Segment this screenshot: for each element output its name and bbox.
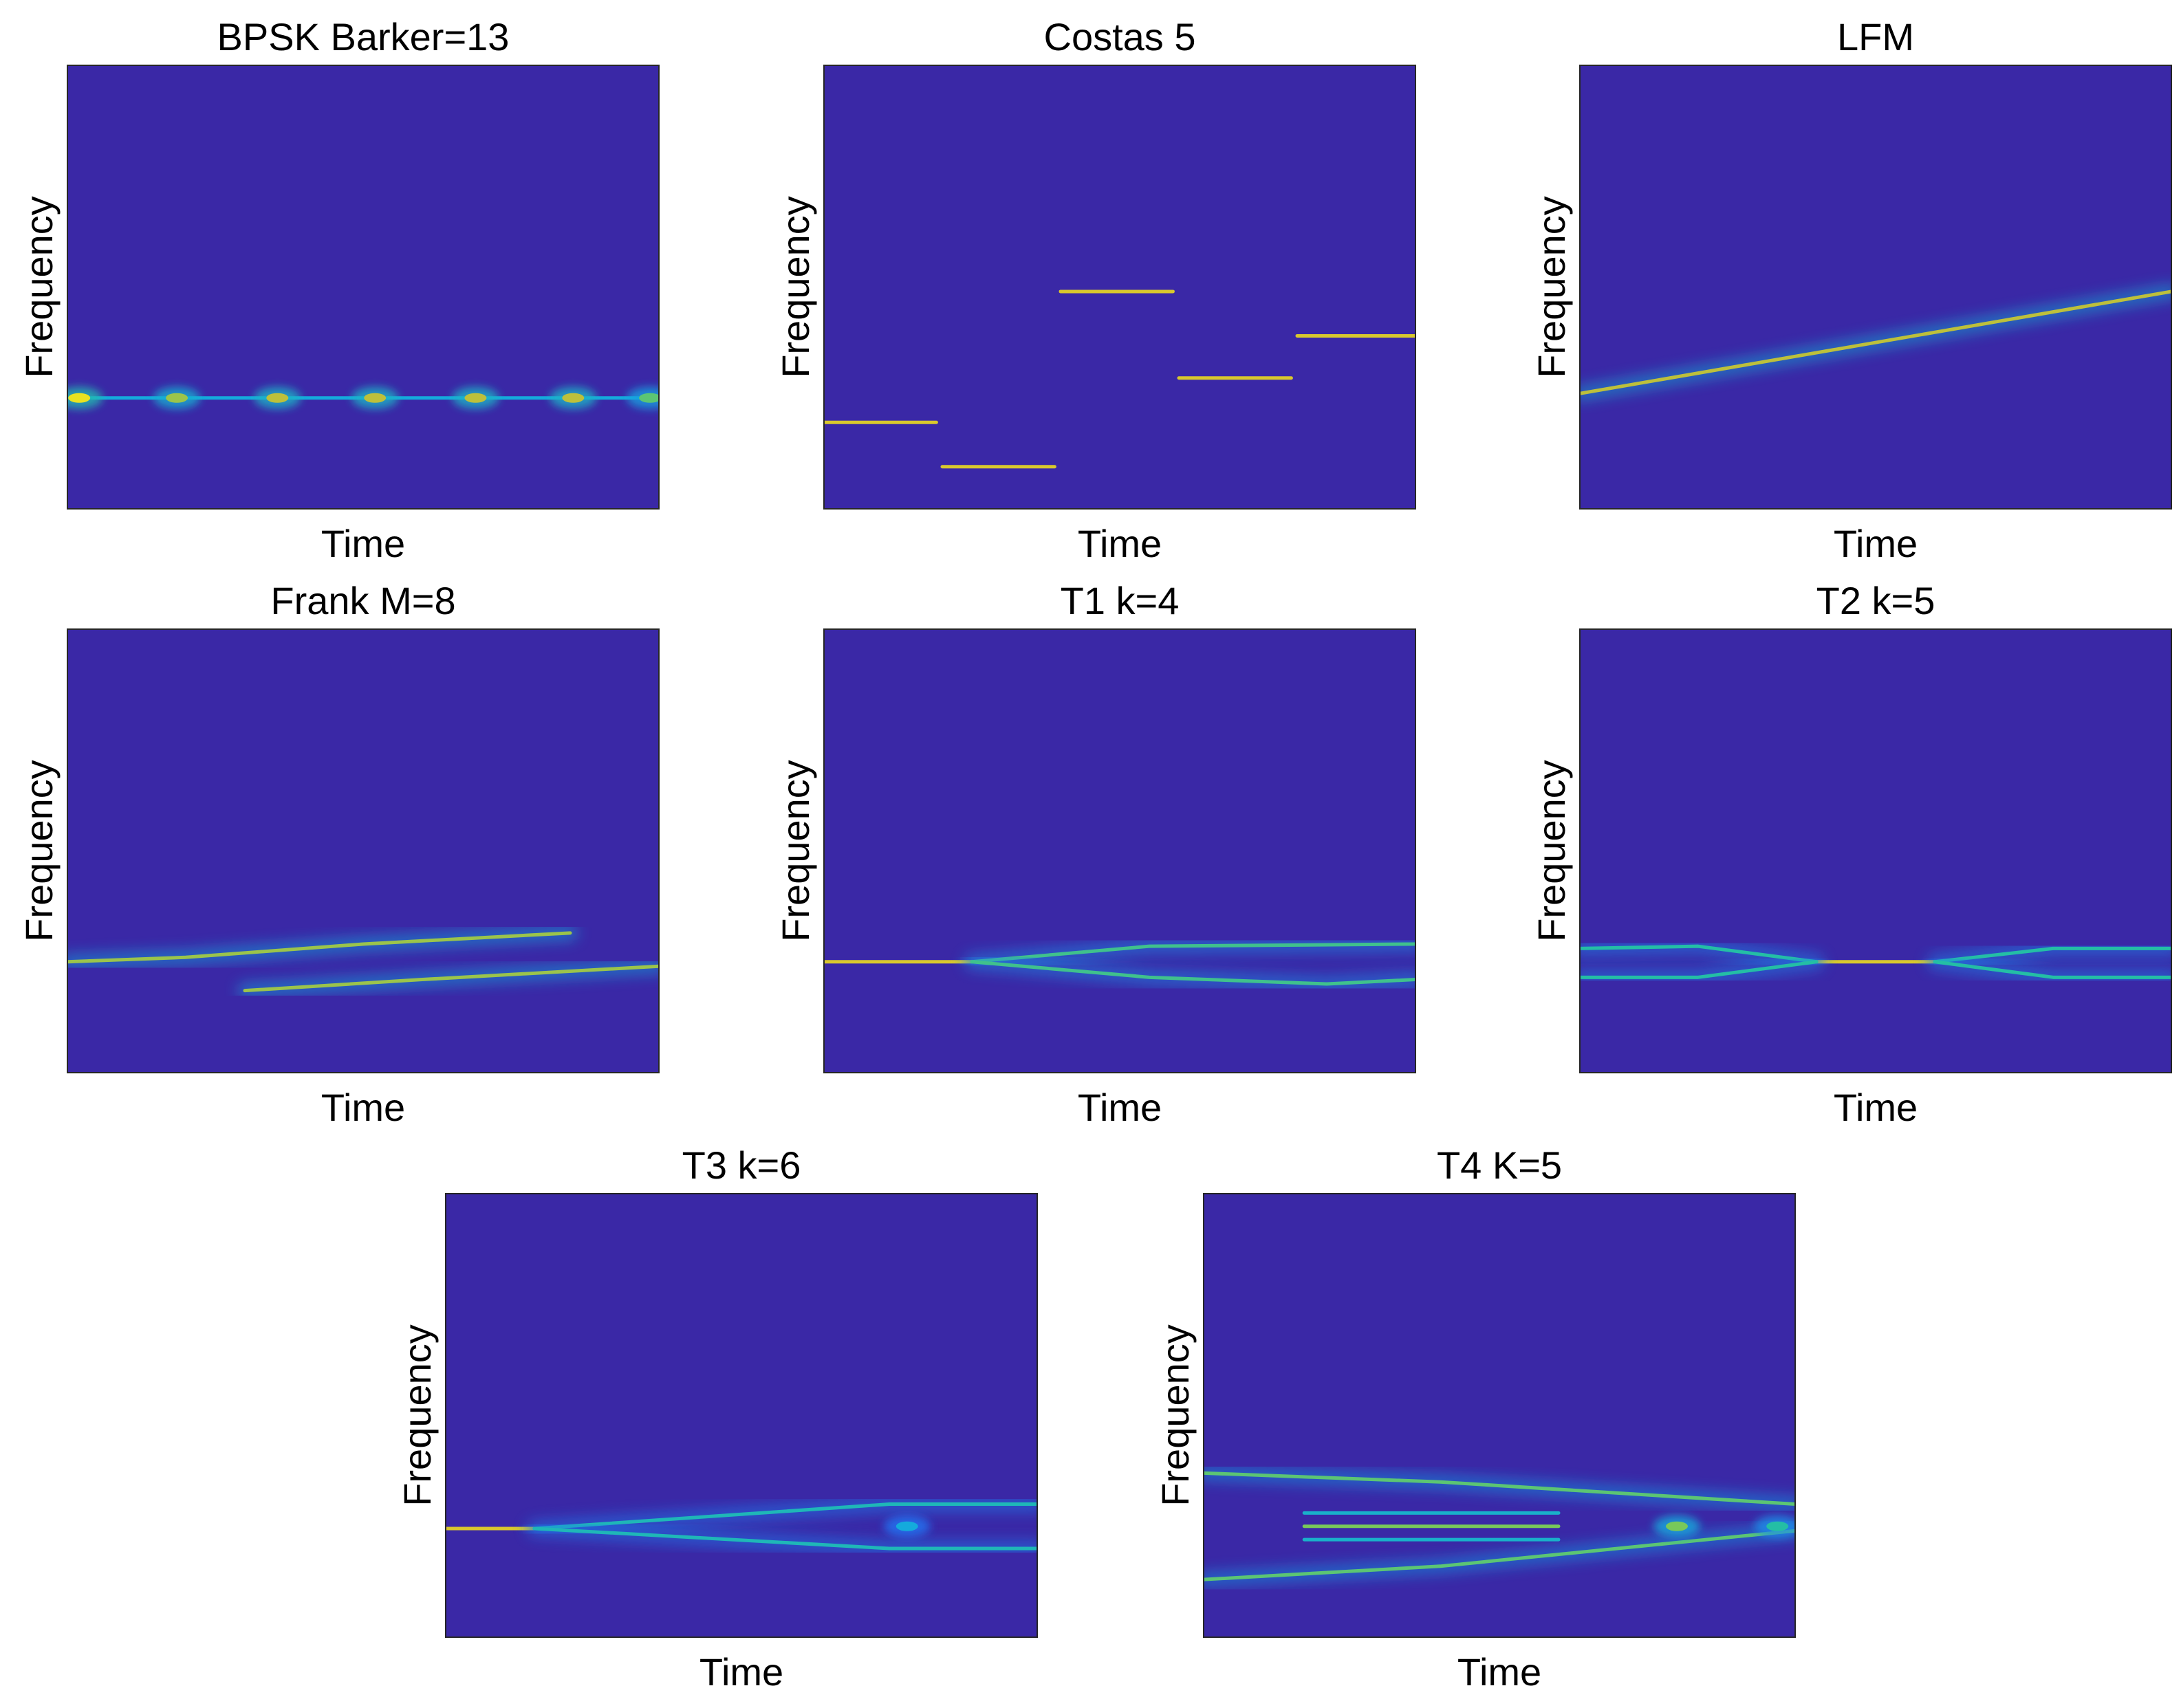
spectrogram-panel: Costas 5 Time Frequency [774,15,1416,565]
ridge-line [1580,944,1819,964]
spectrogram-panel: T2 k=5 Time Frequency [1530,579,2172,1129]
ridge-line [1204,1529,1795,1581]
panel-title: T1 k=4 [1061,579,1180,622]
plot-area [824,629,1415,1073]
spectrogram-panel: T4 K=5 Time Frequency [1153,1143,1796,1694]
x-axis-label: Time [1078,522,1162,565]
axes-frame [823,65,1416,510]
ridge-line [243,964,659,993]
ridge-line [532,1502,1037,1531]
ridge-line [970,960,1415,986]
hotspot [1666,1521,1688,1531]
plot-area [67,629,659,1073]
ridge-line [1933,960,2171,979]
spectrogram-panel: T3 k=6 Time Frequency [395,1143,1038,1694]
y-axis-label: Frequency [774,760,817,942]
hotspot [166,393,188,403]
plot-area [1580,629,2171,1073]
ridge-line [1204,1471,1795,1506]
plot-area [67,65,659,509]
x-axis-label: Time [321,522,405,565]
y-axis-label: Frequency [395,1324,439,1507]
hotspot [639,393,659,403]
ridge-line [1933,946,2171,964]
plot-area [1580,65,2171,509]
y-axis-label: Frequency [17,760,61,942]
axes-frame [67,65,660,510]
x-axis-label: Time [321,1086,405,1129]
y-axis-label: Frequency [1530,760,1573,942]
hotspot [896,1521,918,1531]
panel-title: T2 k=5 [1816,579,1935,622]
axes-frame [1579,65,2172,510]
hotspot [364,393,387,403]
panel-title: T4 K=5 [1437,1143,1562,1187]
axes-frame [445,1193,1038,1638]
spectrogram-panel: T1 k=4 Time Frequency [774,579,1416,1129]
hotspot [1766,1521,1789,1531]
y-axis-label: Frequency [774,196,817,378]
axes-frame [823,628,1416,1073]
panel-title: T3 k=6 [682,1143,801,1187]
hotspot [266,393,289,403]
axes-frame [1203,1193,1796,1638]
panel-title: Costas 5 [1044,15,1196,58]
hotspot [562,393,585,403]
ridge-line [532,1526,1037,1551]
spectrogram-panel: Frank M=8 Time Frequency [17,579,660,1129]
spectrogram-panel: LFM Time Frequency [1530,15,2172,565]
panel-title: BPSK Barker=13 [217,15,510,58]
x-axis-label: Time [1078,1086,1162,1129]
y-axis-label: Frequency [17,196,61,378]
axes-frame [1579,628,2172,1073]
ridge-line [1580,960,1819,979]
y-axis-label: Frequency [1530,196,1573,378]
x-axis-label: Time [699,1650,783,1694]
panel-title: LFM [1837,15,1914,58]
hotspot [464,393,487,403]
spectrogram-panel: BPSK Barker=13 Time Frequency [17,15,660,565]
ridge-line [67,931,572,964]
panel-title: Frank M=8 [270,579,455,622]
hotspot [68,393,91,403]
axes-frame [67,628,660,1073]
ridge-line [970,942,1415,964]
x-axis-label: Time [1834,522,1918,565]
y-axis-label: Frequency [1153,1324,1197,1507]
x-axis-label: Time [1457,1650,1541,1694]
ridge-line [1580,289,2171,395]
x-axis-label: Time [1834,1086,1918,1129]
plot-area [446,1194,1037,1637]
